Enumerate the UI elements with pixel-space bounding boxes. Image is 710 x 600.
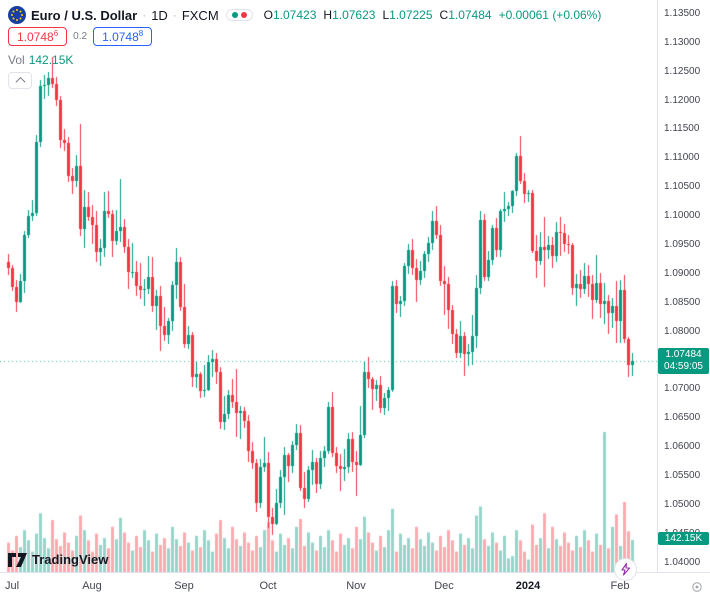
price-chart-canvas[interactable]: [0, 0, 657, 572]
countdown-timer: 04:59:05: [664, 361, 703, 373]
buy-button[interactable]: 1.07488: [93, 27, 153, 46]
exchange-label[interactable]: FXCM: [181, 7, 219, 23]
quick-trade-button[interactable]: [614, 558, 637, 581]
price-axis-label: 1.11000: [664, 152, 700, 164]
market-status-dots[interactable]: [225, 9, 253, 21]
separator: ·: [142, 8, 147, 22]
time-axis-label: Oct: [259, 580, 277, 592]
gear-icon: [692, 582, 702, 592]
price-axis-label: 1.04000: [664, 556, 701, 568]
sell-dot-icon: [240, 12, 247, 18]
close-label: C: [439, 8, 449, 22]
low-value: 1.07225: [389, 8, 433, 22]
price-axis-label: 1.08000: [664, 325, 701, 337]
price-axis[interactable]: 1.13500 1.13000 1.12500 1.12000 1.11500 1.110…: [657, 0, 710, 572]
spread-value: 0.2: [73, 31, 88, 42]
volume-label: Vol: [8, 53, 25, 67]
price-axis-label: 1.08500: [664, 296, 701, 308]
open-value: 1.07423: [273, 8, 317, 22]
sell-button[interactable]: 1.07486: [8, 27, 68, 46]
time-axis-label: 2024: [515, 580, 541, 592]
buy-dot-icon: [231, 12, 238, 18]
low-label: L: [382, 8, 390, 22]
price-axis-label: 1.07000: [664, 383, 701, 395]
price-axis-label: 1.12000: [664, 94, 701, 106]
price-axis-label: 1.06500: [664, 412, 701, 424]
price-axis-label: 1.10500: [664, 181, 701, 193]
change-value: +0.00061 (+0.06%): [498, 8, 602, 22]
price-axis-label: 1.13000: [664, 36, 701, 48]
quote-row: 1.07486 0.2 1.07488: [8, 27, 153, 46]
tradingview-logo[interactable]: TradingView: [8, 552, 108, 567]
price-axis-label: 1.05000: [664, 498, 701, 510]
volume-badge: 142.15K: [658, 531, 709, 545]
time-axis-label: Sep: [174, 580, 194, 592]
time-axis-label: Dec: [434, 580, 454, 592]
collapse-indicators-button[interactable]: [8, 72, 32, 89]
price-axis-label: 1.10000: [664, 210, 701, 222]
close-value: 1.07484: [448, 8, 492, 22]
open-label: O: [263, 8, 273, 22]
chevron-up-icon: [15, 76, 25, 87]
symbol-title[interactable]: Euro / U.S. Dollar: [31, 7, 138, 23]
high-label: H: [323, 8, 333, 22]
tradingview-logo-text: TradingView: [32, 552, 109, 567]
volume-legend: Vol 142.15K: [8, 53, 73, 67]
high-value: 1.07623: [332, 8, 376, 22]
eu-flag-icon: [8, 6, 26, 24]
axis-settings-icon[interactable]: [691, 580, 703, 598]
time-axis-label: Feb: [610, 580, 630, 592]
symbol-legend: Euro / U.S. Dollar · 1D · FXCM O1.07423 …: [8, 6, 601, 24]
price-axis-label: 1.05500: [664, 470, 701, 482]
time-axis-label: Jul: [4, 580, 20, 592]
time-axis-label: Aug: [82, 580, 102, 592]
price-axis-label: 1.06000: [664, 441, 701, 453]
interval-label[interactable]: 1D: [151, 7, 168, 23]
price-axis-label: 1.13500: [664, 7, 701, 19]
last-price-value: 1.07484: [665, 349, 702, 361]
price-axis-label: 1.09000: [664, 267, 701, 279]
tradingview-logo-icon: [8, 552, 27, 567]
separator: ·: [172, 8, 177, 22]
ohlc-values: O1.07423 H1.07623 L1.07225 C1.07484: [264, 8, 492, 22]
volume-value: 142.15K: [28, 53, 74, 67]
price-axis-label: 1.11500: [664, 123, 700, 135]
last-price-badge[interactable]: 1.07484 04:59:05: [658, 348, 709, 375]
price-axis-label: 1.12500: [664, 65, 701, 77]
time-axis[interactable]: Jul Aug Sep Oct Nov Dec 2024 Feb: [0, 572, 710, 600]
time-axis-label: Nov: [346, 580, 366, 592]
lightning-bolt-icon: [621, 563, 631, 576]
price-axis-label: 1.09500: [664, 238, 701, 250]
